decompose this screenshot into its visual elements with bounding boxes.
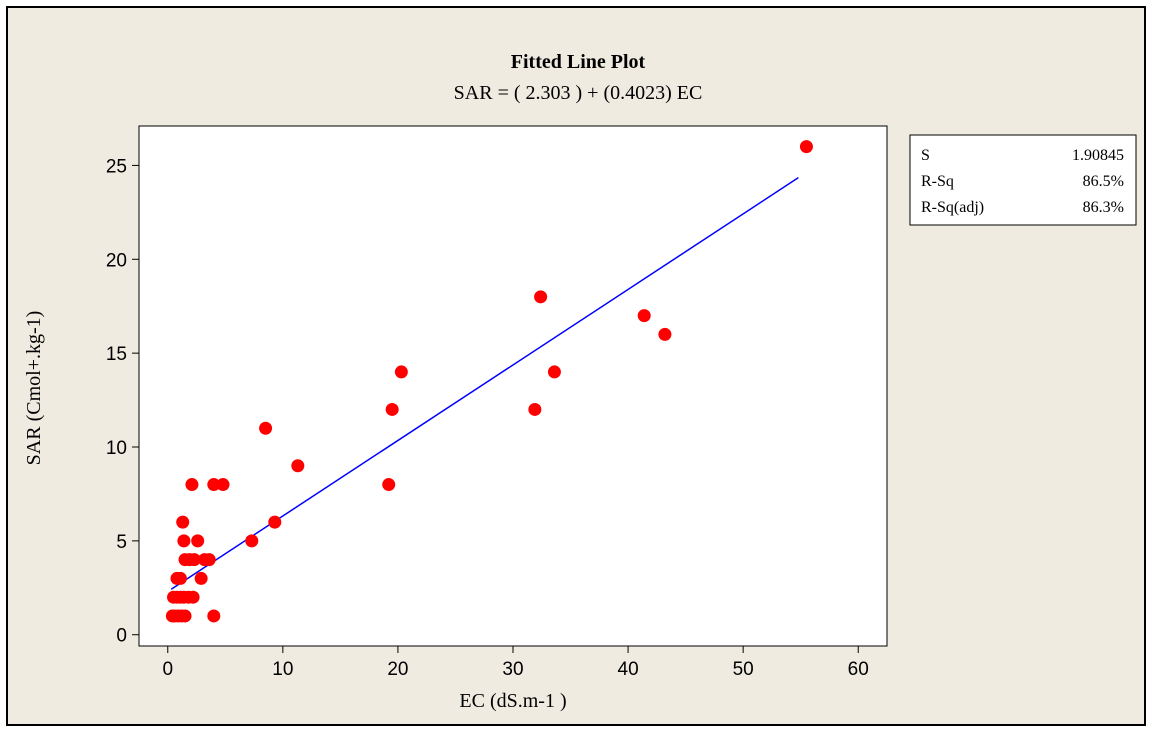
data-point <box>186 590 200 604</box>
stat-value-rsq: 86.5% <box>1083 173 1124 190</box>
y-axis: 0 5 10 15 20 25 <box>106 156 139 647</box>
x-tick-label: 60 <box>848 659 869 680</box>
y-tick-label: 0 <box>116 626 127 647</box>
stat-label-s: S <box>921 147 930 164</box>
data-point <box>385 402 399 416</box>
data-point <box>382 478 396 492</box>
y-tick-label: 5 <box>116 532 127 553</box>
plot-area <box>138 125 888 647</box>
x-tick-label: 40 <box>618 659 639 680</box>
x-axis: 0 10 20 30 40 50 60 <box>162 646 869 680</box>
stat-value-s: 1.90845 <box>1072 147 1124 164</box>
data-point <box>534 290 548 304</box>
x-tick-label: 20 <box>387 659 408 680</box>
data-point <box>394 365 408 379</box>
stat-value-rsq-adj: 86.3% <box>1083 199 1124 216</box>
data-point <box>547 365 561 379</box>
data-point <box>799 140 813 154</box>
model-summary-box <box>909 134 1137 226</box>
data-point <box>268 515 282 529</box>
data-point <box>178 609 192 623</box>
data-point <box>216 478 230 492</box>
data-point <box>658 327 672 341</box>
data-point <box>191 534 205 548</box>
model-summary-table: S 1.90845 R-Sq 86.5% R-Sq(adj) 86.3% <box>909 134 1137 226</box>
x-tick-label: 0 <box>162 659 173 680</box>
data-point <box>207 478 221 492</box>
chart-title: Fitted Line Plot <box>511 51 646 73</box>
data-point <box>173 571 187 585</box>
y-tick-label: 25 <box>106 156 127 177</box>
x-tick-label: 10 <box>272 659 293 680</box>
y-tick-label: 20 <box>106 250 127 271</box>
x-axis-label: EC (dS.m-1 ) <box>459 690 566 712</box>
data-point <box>637 309 651 323</box>
data-point <box>528 402 542 416</box>
y-tick-label: 10 <box>106 438 127 459</box>
data-point <box>194 571 208 585</box>
chart-frame: Fitted Line Plot SAR = ( 2.303 ) + (0.40… <box>6 6 1146 726</box>
data-point <box>259 421 273 435</box>
data-point <box>187 553 201 567</box>
data-point <box>291 459 305 473</box>
stat-label-rsq: R-Sq <box>921 173 954 190</box>
y-axis-label: SAR (Cmol+.kg-1) <box>23 311 45 466</box>
data-point <box>207 609 221 623</box>
y-tick-label: 15 <box>106 344 127 365</box>
x-tick-label: 50 <box>733 659 754 680</box>
data-point <box>245 534 259 548</box>
x-tick-label: 30 <box>502 659 523 680</box>
data-point <box>202 553 216 567</box>
stat-label-rsq-adj: R-Sq(adj) <box>921 199 984 216</box>
chart-subtitle: SAR = ( 2.303 ) + (0.4023) EC <box>454 82 703 104</box>
data-point <box>185 478 199 492</box>
data-point <box>176 515 190 529</box>
chart-canvas: Fitted Line Plot SAR = ( 2.303 ) + (0.40… <box>8 8 1144 724</box>
data-points <box>165 140 813 623</box>
data-point <box>177 534 191 548</box>
